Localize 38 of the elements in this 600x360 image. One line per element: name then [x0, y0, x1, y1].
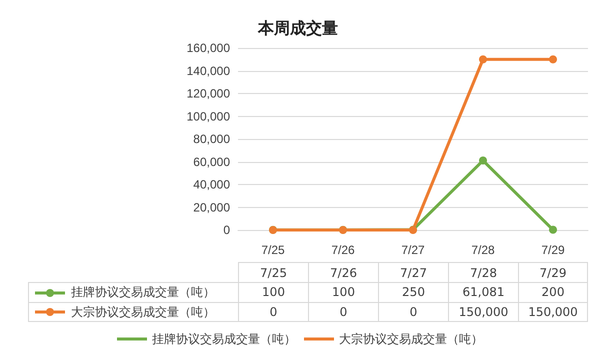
data-label: 0: [378, 302, 448, 322]
point: [479, 156, 487, 165]
category-label: 7/27: [400, 266, 427, 280]
data-label: 100: [308, 282, 378, 302]
x-tick-label: 7/27: [401, 243, 425, 257]
x-tick-label: 7/29: [541, 243, 565, 257]
category-label: 7/25: [260, 266, 287, 280]
x-tick-label: 7/28: [471, 243, 495, 257]
legend-label: 挂牌协议交易成交量（吨）: [71, 284, 215, 301]
data-label: 150,000: [448, 302, 518, 322]
point: [549, 55, 557, 64]
text: 挂牌协议交易成交量（吨）: [152, 332, 296, 346]
data-label: 150,000: [518, 302, 588, 322]
y-tick-label: 0: [223, 223, 230, 237]
data-label: 100: [238, 282, 308, 302]
point: [479, 55, 487, 64]
y-tick-label: 160,000: [186, 41, 230, 55]
x-tick-label: 7/25: [261, 243, 285, 257]
data-label: 250: [378, 282, 448, 302]
y-tick-label: 60,000: [193, 154, 230, 169]
y-tick-label: 80,000: [193, 132, 230, 146]
y-tick-label: 20,000: [193, 200, 230, 214]
data-label: 200: [518, 282, 588, 302]
y-tick-label: 120,000: [186, 86, 230, 100]
point: [549, 226, 557, 234]
data-label: 0: [308, 302, 378, 322]
category-label: 7/28: [470, 266, 497, 280]
chart-title: 本周成交量: [257, 18, 338, 38]
data-label: 0: [238, 302, 308, 322]
y-tick-label: 100,000: [186, 109, 230, 124]
data-label: 61,081: [448, 282, 518, 302]
text: 大宗协议交易成交量（吨）: [339, 332, 483, 346]
x-tick-label: 7/26: [331, 243, 355, 257]
y-tick-label: 140,000: [186, 64, 230, 78]
y-tick-label: 40,000: [193, 178, 230, 192]
category-label: 7/26: [330, 266, 357, 280]
legend-label: 大宗协议交易成交量（吨）: [71, 304, 215, 320]
category-label: 7/29: [540, 266, 566, 280]
